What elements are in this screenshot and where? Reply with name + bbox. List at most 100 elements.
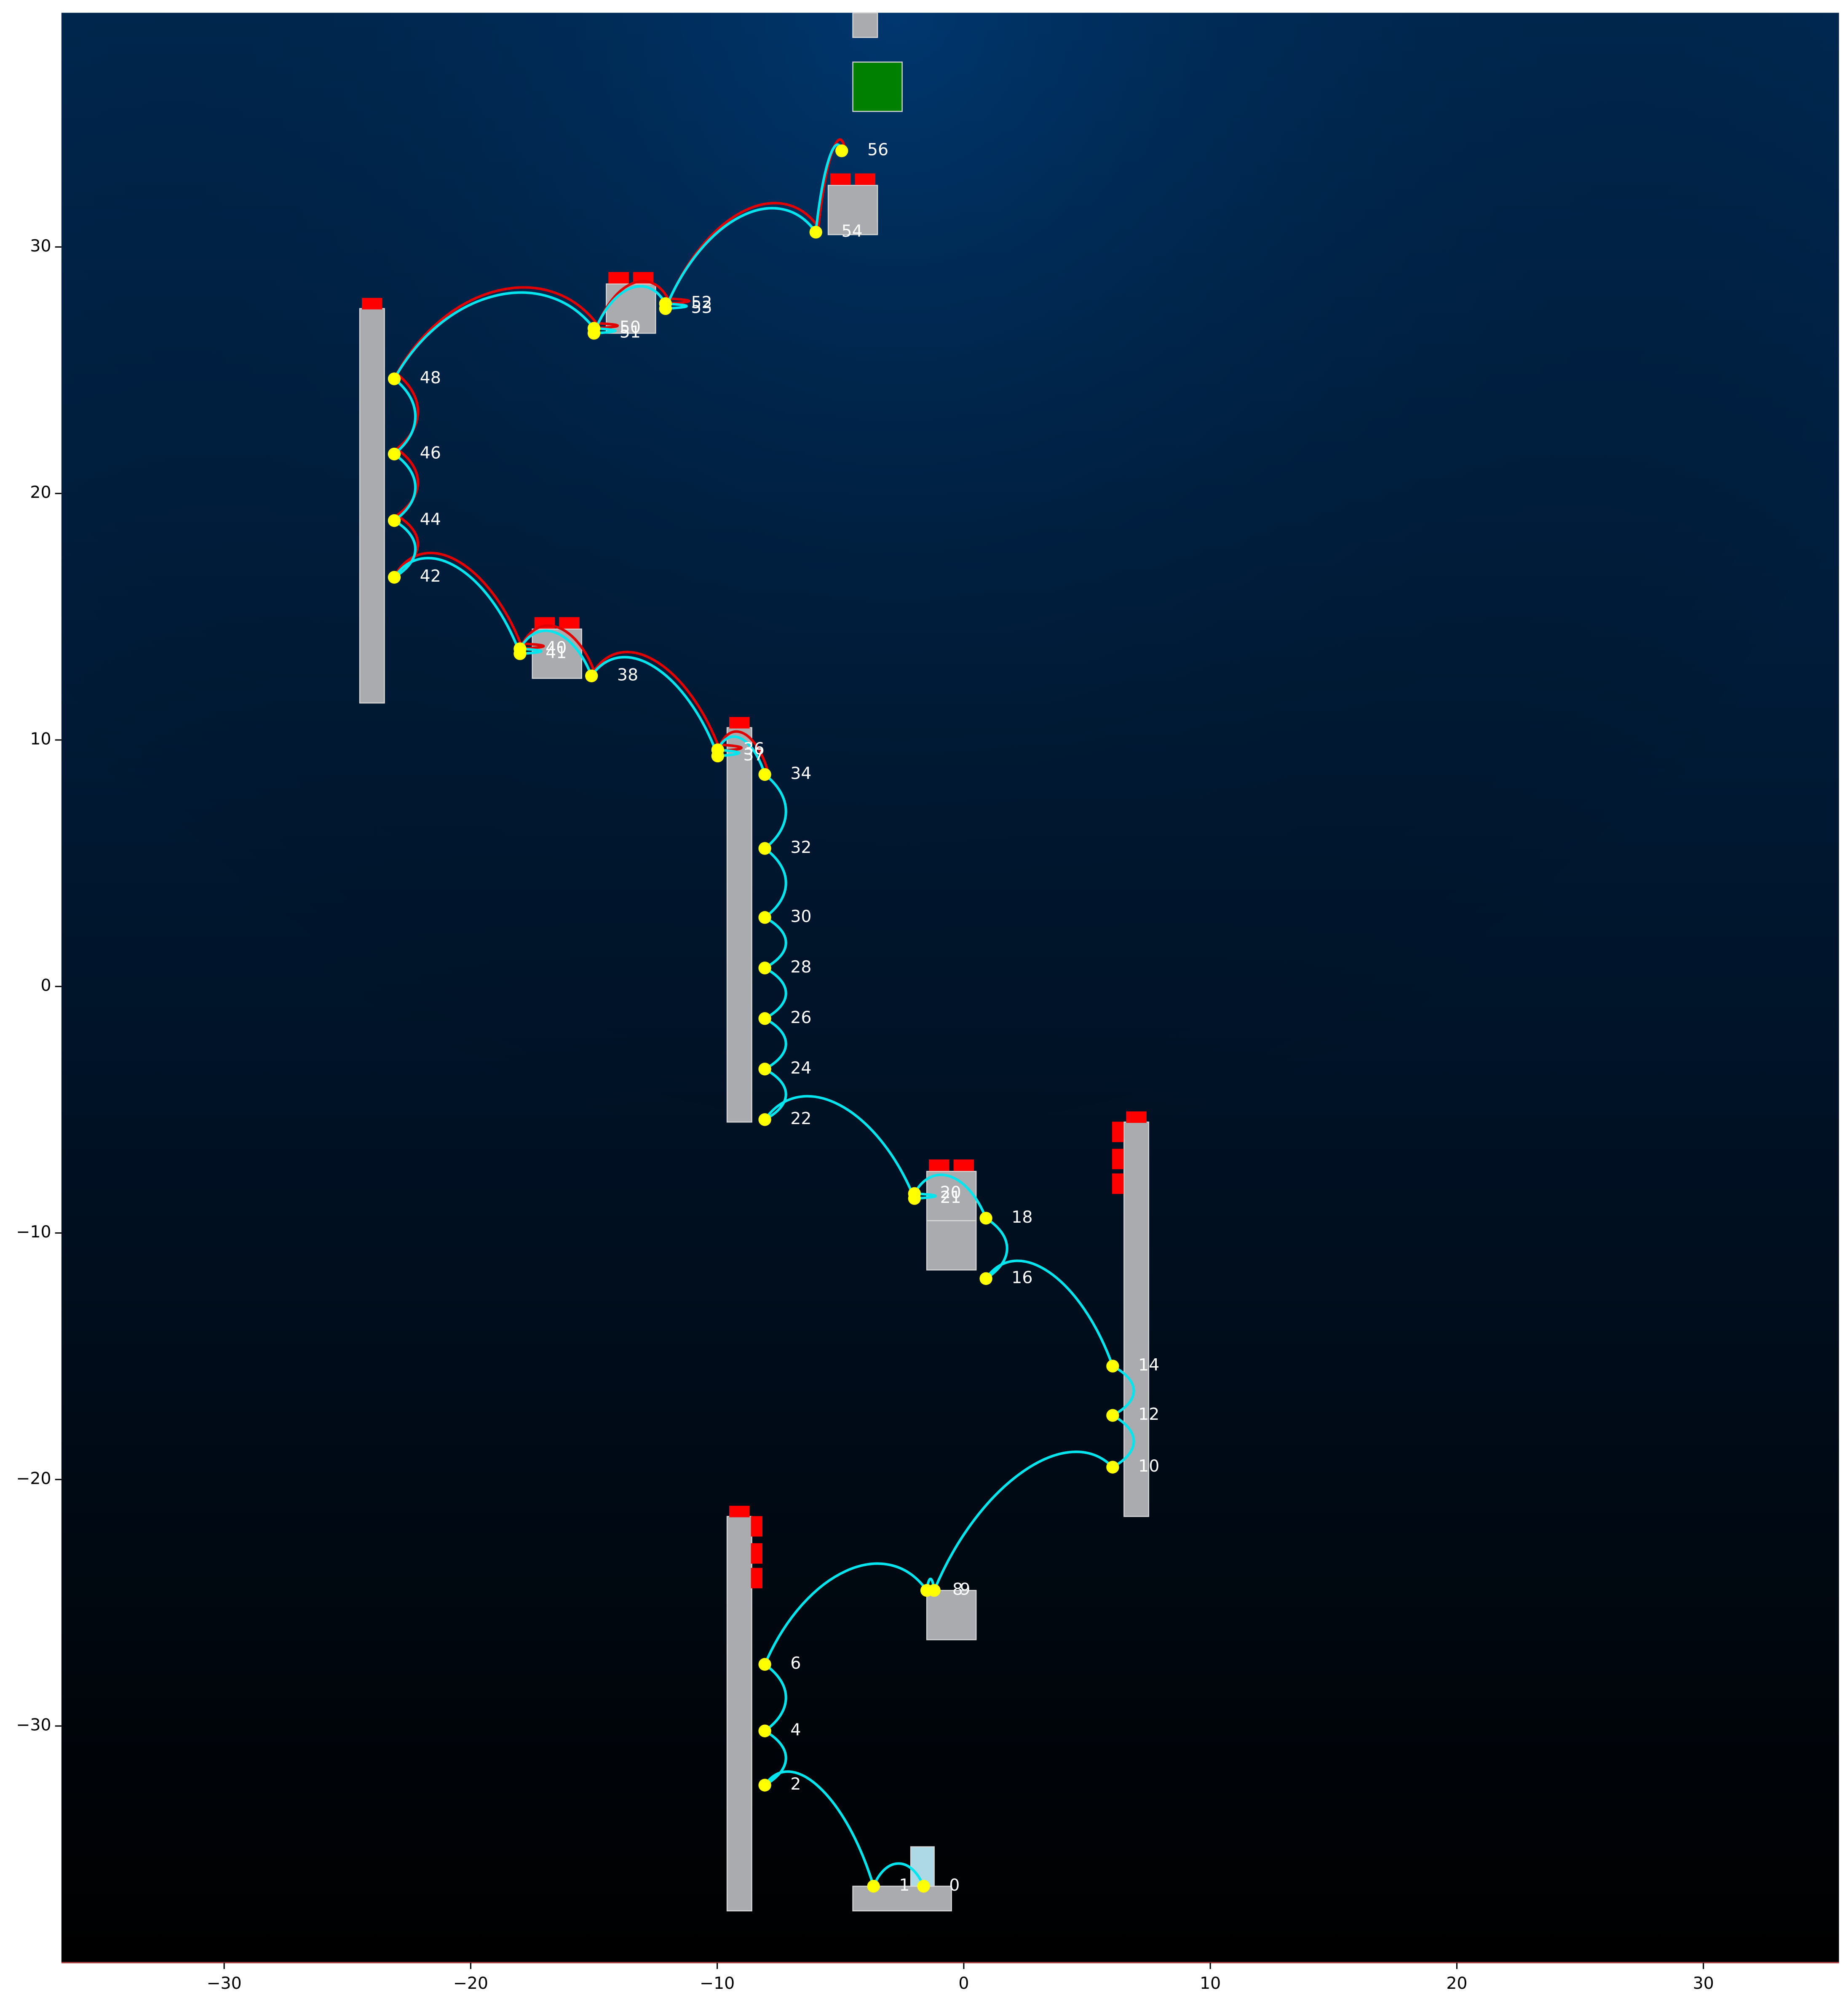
- point-label: 14: [1138, 1355, 1159, 1375]
- flag: [855, 173, 876, 185]
- point-label: 22: [790, 1109, 811, 1128]
- point: [758, 768, 771, 781]
- point: [388, 514, 401, 527]
- point: [917, 1880, 930, 1893]
- point-label: 37: [743, 745, 765, 764]
- flag: [1126, 1111, 1147, 1123]
- point-label: 12: [1138, 1405, 1159, 1424]
- flag: [751, 1568, 762, 1589]
- point-label: 38: [617, 665, 638, 684]
- flag: [751, 1543, 762, 1564]
- point-label: 8: [952, 1580, 963, 1599]
- point: [979, 1272, 992, 1285]
- x-tick-label: 20: [1446, 1974, 1467, 1993]
- point: [758, 1658, 771, 1671]
- point-label: 40: [546, 638, 567, 657]
- x-tick-label: 30: [1693, 1974, 1714, 1993]
- point: [659, 302, 672, 315]
- platform: [852, 1886, 952, 1912]
- y-tick-label: −10: [16, 1222, 51, 1242]
- point-label: 20: [940, 1183, 961, 1202]
- platform: [852, 61, 903, 112]
- point: [928, 1584, 941, 1597]
- flag: [1112, 1173, 1124, 1194]
- flag: [929, 1159, 949, 1171]
- point: [979, 1212, 992, 1225]
- point: [388, 447, 401, 461]
- platform: [926, 1220, 977, 1271]
- flag: [729, 1506, 750, 1517]
- flag: [830, 173, 851, 185]
- point: [758, 911, 771, 924]
- flag: [608, 272, 629, 284]
- platform: [827, 184, 878, 235]
- y-tick-label: 10: [30, 729, 51, 748]
- point-label: 51: [620, 323, 641, 342]
- point-label: 56: [867, 140, 888, 160]
- point-label: 21: [940, 1188, 961, 1207]
- point-label: 26: [790, 1008, 811, 1027]
- flag: [1112, 1149, 1124, 1170]
- point: [758, 1779, 771, 1792]
- platform: [726, 727, 752, 1123]
- point: [758, 1113, 771, 1126]
- point: [758, 962, 771, 975]
- plot-layer: 0124689101214161820212224262830323436373…: [359, 12, 1159, 1912]
- platform: [726, 1516, 752, 1912]
- point-label: 32: [790, 838, 811, 857]
- point: [1106, 1360, 1119, 1373]
- point-label: 1: [899, 1875, 909, 1895]
- point-label: 44: [420, 510, 441, 529]
- point: [513, 647, 527, 660]
- point-label: 2: [790, 1774, 801, 1794]
- point-label: 6: [790, 1654, 801, 1673]
- flag: [729, 717, 750, 729]
- point: [711, 749, 725, 763]
- point-label: 18: [1011, 1208, 1032, 1227]
- point: [758, 1063, 771, 1076]
- point: [1106, 1461, 1119, 1474]
- point-label: 4: [790, 1720, 801, 1739]
- point-label: 9: [960, 1580, 970, 1599]
- point: [809, 226, 822, 239]
- point-label: 34: [790, 764, 811, 783]
- plot-glow: [61, 13, 1839, 1963]
- y-tick-label: 30: [30, 236, 51, 256]
- flag: [362, 298, 382, 310]
- point: [867, 1880, 880, 1893]
- point-label: 41: [546, 643, 567, 663]
- platform: [359, 308, 385, 704]
- point: [758, 1012, 771, 1025]
- flag: [559, 617, 580, 629]
- point: [388, 372, 401, 385]
- platform: [910, 1846, 935, 1887]
- flag: [953, 1159, 974, 1171]
- y-tick-label: 0: [40, 976, 51, 995]
- point: [908, 1192, 921, 1205]
- point-label: 50: [620, 318, 641, 337]
- x-tick-label: 10: [1200, 1974, 1221, 1993]
- point-label: 52: [691, 293, 712, 312]
- point-label: 10: [1138, 1456, 1159, 1476]
- point-label: 48: [420, 368, 441, 387]
- platform: [926, 1590, 977, 1640]
- x-tick-label: −20: [453, 1974, 488, 1993]
- flag: [1112, 1122, 1124, 1142]
- point: [388, 571, 401, 584]
- point: [758, 1724, 771, 1737]
- x-tick-label: 0: [958, 1974, 969, 1993]
- point-label: 46: [420, 443, 441, 463]
- x-tick-label: −10: [700, 1974, 735, 1993]
- y-tick-label: 20: [30, 483, 51, 502]
- point-label: 36: [743, 739, 765, 759]
- y-tick-label: −30: [16, 1715, 51, 1735]
- point-label: 0: [949, 1875, 960, 1895]
- point: [1106, 1409, 1119, 1422]
- platform: [852, 12, 878, 38]
- flag: [751, 1516, 762, 1537]
- route-line: [392, 143, 1135, 1890]
- point: [758, 842, 771, 855]
- point-label: 54: [841, 222, 862, 241]
